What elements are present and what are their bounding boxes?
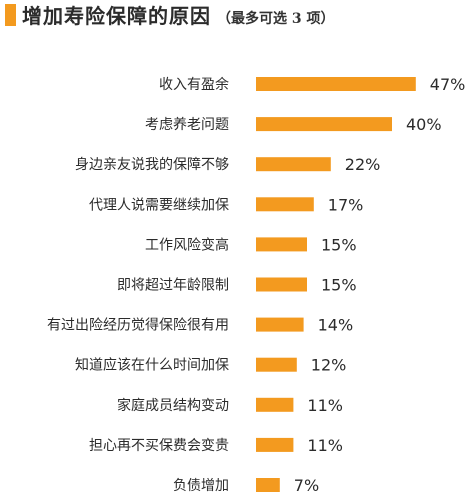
bar	[256, 437, 294, 452]
value-label: 7%	[294, 476, 319, 495]
chart-subtitle: （最多可选 3 项）	[217, 11, 335, 27]
category-label: 考虑养老问题	[145, 117, 229, 133]
bar	[256, 237, 307, 252]
bar	[256, 117, 392, 132]
value-label: 47%	[430, 75, 466, 94]
value-label: 11%	[307, 396, 343, 415]
title-accent-bar	[5, 4, 16, 26]
chart-title-text: 增加寿险保障的原因	[22, 4, 211, 28]
category-label: 即将超过年龄限制	[117, 278, 229, 294]
value-label: 17%	[328, 195, 364, 214]
bar	[256, 197, 314, 212]
bar	[256, 157, 331, 172]
category-label: 代理人说需要继续加保	[89, 196, 229, 213]
bar	[256, 397, 294, 412]
category-label: 工作风险变高	[145, 236, 229, 253]
bar	[256, 277, 307, 292]
category-label: 家庭成员结构变动	[117, 397, 229, 414]
bar	[256, 77, 416, 91]
bar	[256, 357, 297, 372]
category-label: 身边亲友说我的保障不够	[75, 157, 229, 173]
chart-header: 增加寿险保障的原因 （最多可选 3 项）	[0, 0, 470, 34]
category-label: 担心再不买保费会变贵	[89, 438, 229, 454]
value-label: 15%	[321, 276, 357, 295]
chart-title: 增加寿险保障的原因 （最多可选 3 项）	[22, 2, 335, 33]
value-label: 22%	[345, 155, 381, 174]
category-label: 有过出险经历觉得保险很有用	[47, 317, 229, 334]
value-label: 15%	[321, 235, 357, 254]
category-label: 负债增加	[173, 478, 229, 494]
category-label: 收入有盈余	[159, 76, 229, 93]
bar	[256, 478, 280, 492]
category-label: 知道应该在什么时间加保	[75, 357, 229, 374]
value-label: 40%	[406, 115, 442, 134]
value-label: 14%	[318, 316, 354, 335]
value-label: 12%	[311, 356, 347, 375]
value-label: 11%	[307, 436, 343, 455]
bar	[256, 317, 304, 332]
